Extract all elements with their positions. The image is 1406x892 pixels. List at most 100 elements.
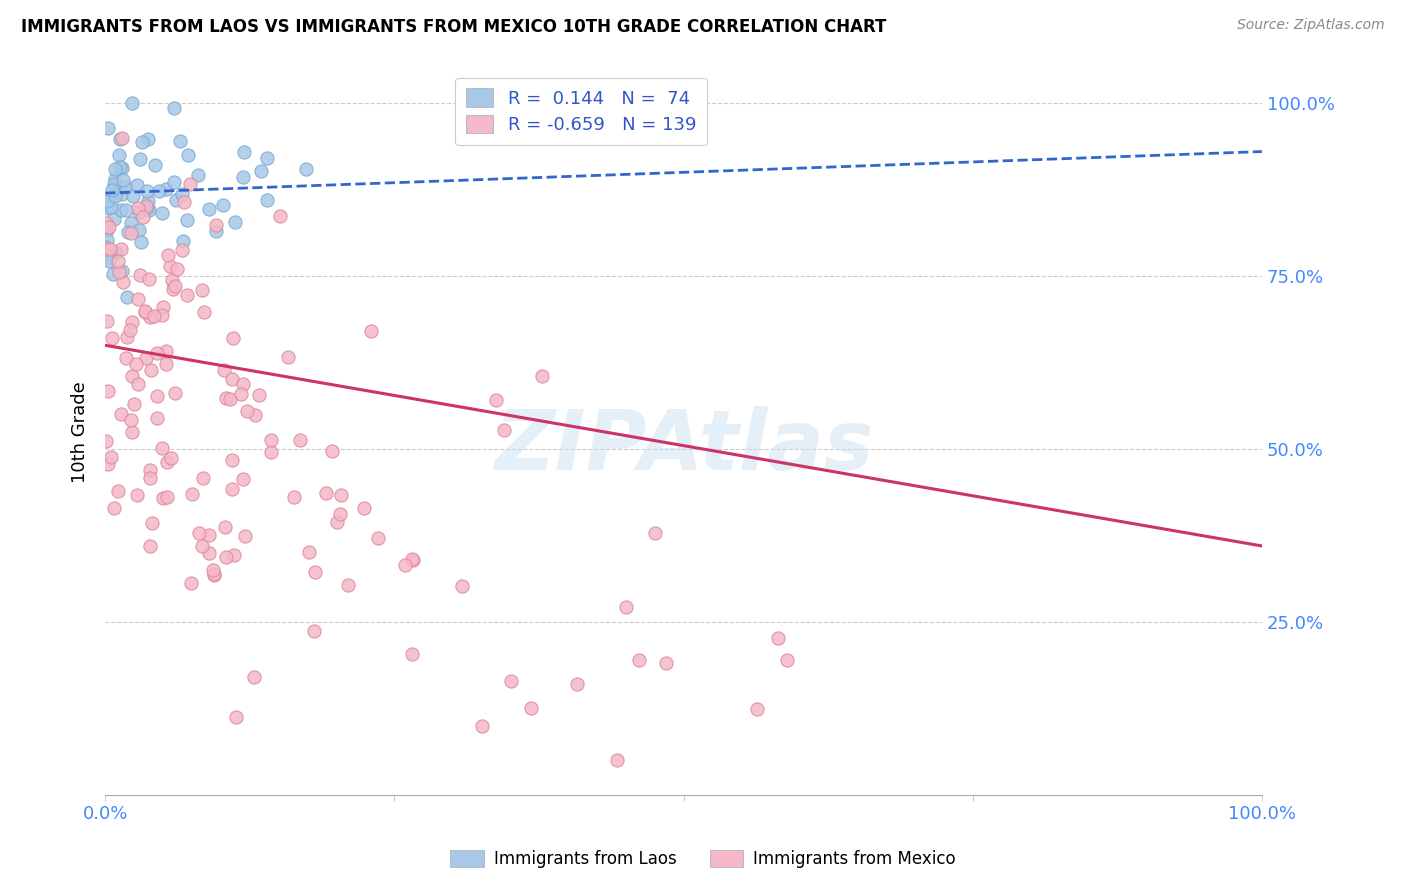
Point	[232, 472, 254, 486]
Point	[107, 483, 129, 498]
Point	[288, 434, 311, 448]
Point	[163, 385, 186, 400]
Point	[180, 487, 202, 501]
Point	[215, 391, 238, 405]
Point	[121, 315, 143, 329]
Point	[148, 184, 170, 198]
Point	[97, 384, 120, 399]
Point	[159, 259, 181, 273]
Point	[165, 194, 187, 208]
Point	[163, 175, 186, 189]
Point	[329, 507, 352, 521]
Point	[225, 710, 247, 724]
Point	[139, 310, 162, 324]
Point	[145, 158, 167, 172]
Text: ZIPAtlas: ZIPAtlas	[494, 406, 873, 487]
Point	[330, 488, 353, 502]
Point	[101, 248, 124, 262]
Legend: R =  0.144   N =  74, R = -0.659   N = 139: R = 0.144 N = 74, R = -0.659 N = 139	[456, 78, 707, 145]
Point	[150, 206, 173, 220]
Point	[283, 490, 305, 504]
Point	[111, 187, 134, 202]
Point	[170, 244, 193, 258]
Point	[205, 219, 228, 233]
Point	[128, 152, 150, 166]
Point	[172, 234, 194, 248]
Point	[221, 482, 243, 496]
Point	[103, 211, 125, 226]
Point	[115, 330, 138, 344]
Point	[198, 528, 221, 542]
Point	[97, 201, 120, 215]
Point	[138, 202, 160, 217]
Point	[243, 409, 266, 423]
Point	[304, 624, 326, 639]
Point	[159, 450, 181, 465]
Point	[141, 363, 163, 377]
Point	[125, 488, 148, 502]
Point	[156, 455, 179, 469]
Point	[173, 195, 195, 210]
Point	[143, 309, 166, 323]
Point	[256, 193, 278, 207]
Point	[96, 223, 118, 237]
Point	[121, 425, 143, 440]
Point	[127, 376, 149, 391]
Point	[169, 134, 191, 148]
Point	[451, 579, 474, 593]
Point	[360, 325, 382, 339]
Point	[107, 265, 129, 279]
Point	[187, 168, 209, 182]
Point	[221, 453, 243, 467]
Point	[162, 282, 184, 296]
Y-axis label: 10th Grade: 10th Grade	[72, 381, 89, 483]
Point	[134, 305, 156, 319]
Point	[96, 223, 118, 237]
Point	[394, 558, 416, 572]
Point	[117, 225, 139, 239]
Point	[176, 213, 198, 227]
Point	[103, 177, 125, 191]
Point	[97, 253, 120, 268]
Point	[367, 531, 389, 545]
Point	[112, 173, 135, 187]
Point	[128, 268, 150, 283]
Point	[108, 132, 131, 146]
Point	[104, 189, 127, 203]
Point	[114, 202, 136, 217]
Point	[111, 264, 134, 278]
Point	[191, 471, 214, 485]
Point	[614, 600, 637, 615]
Point	[156, 490, 179, 504]
Point	[166, 261, 188, 276]
Point	[138, 272, 160, 286]
Point	[105, 179, 128, 194]
Point	[401, 647, 423, 661]
Point	[139, 539, 162, 553]
Point	[110, 130, 132, 145]
Point	[269, 209, 291, 223]
Point	[205, 224, 228, 238]
Point	[294, 161, 316, 176]
Point	[141, 516, 163, 531]
Point	[150, 442, 173, 456]
Point	[115, 180, 138, 194]
Point	[606, 754, 628, 768]
Point	[97, 457, 120, 471]
Point	[97, 120, 120, 135]
Point	[232, 169, 254, 184]
Point	[121, 96, 143, 111]
Point	[96, 216, 118, 230]
Point	[249, 388, 271, 402]
Point	[219, 392, 242, 406]
Point	[118, 323, 141, 337]
Point	[125, 357, 148, 371]
Point	[155, 343, 177, 358]
Point	[231, 387, 253, 401]
Point	[222, 548, 245, 562]
Point	[110, 407, 132, 421]
Point	[321, 444, 343, 458]
Point	[222, 331, 245, 345]
Point	[120, 226, 142, 240]
Point	[111, 161, 134, 175]
